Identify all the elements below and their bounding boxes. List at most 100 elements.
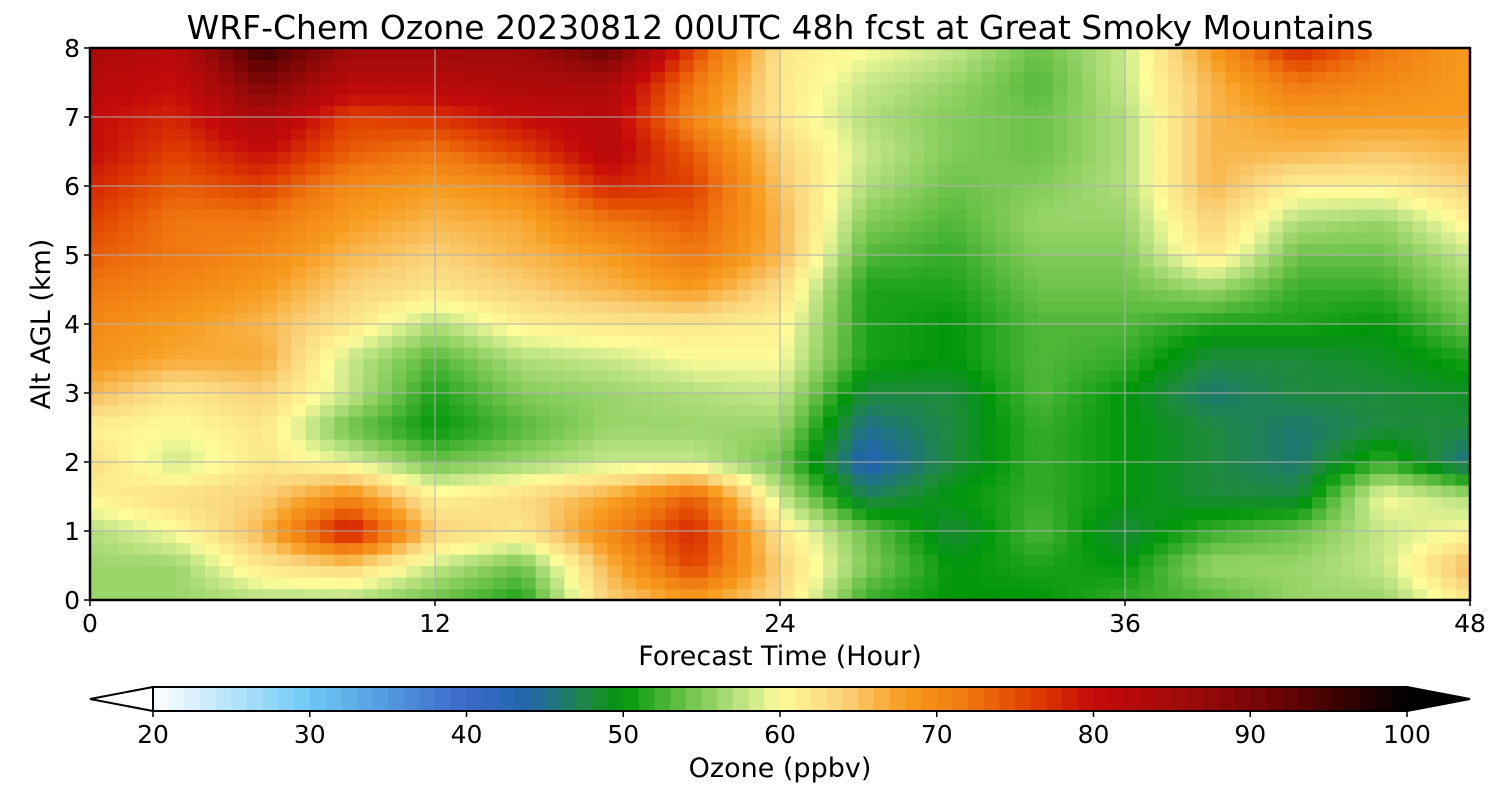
heatmap-cell [794,393,810,406]
heatmap-cell [305,496,321,509]
heatmap-cell [1369,577,1385,590]
heatmap-cell [923,462,939,475]
heatmap-cell [348,404,364,417]
heatmap-cell [1067,439,1083,452]
heatmap-cell [363,186,379,199]
heatmap-cell [521,508,537,521]
heatmap-cell [1441,82,1457,95]
heatmap-cell [981,255,997,268]
heatmap-cell [276,94,292,107]
heatmap-cell [621,140,637,153]
heatmap-cell [564,381,580,394]
heatmap-cell [1412,542,1428,555]
heatmap-cell [708,485,724,498]
heatmap-cell [1441,243,1457,256]
heatmap-cell [1010,105,1025,118]
heatmap-cell [736,519,752,532]
heatmap-cell [837,163,853,176]
heatmap-cell [1441,197,1457,210]
heatmap-cell [161,71,177,84]
heatmap-cell [233,243,249,256]
heatmap-cell [1110,163,1126,176]
heatmap-cell [909,450,925,463]
colorbar-swatch [529,687,546,711]
heatmap-cell [406,439,422,452]
heatmap-cell [291,186,307,199]
heatmap-cell [1139,519,1155,532]
heatmap-cell [506,519,522,532]
heatmap-cell [837,301,853,314]
heatmap-cell [90,542,105,555]
heatmap-cell [1326,232,1342,245]
heatmap-cell [1211,508,1227,521]
heatmap-cell [1196,439,1212,452]
heatmap-cell [1311,542,1327,555]
heatmap-cell [190,565,206,578]
heatmap-cell [1067,347,1083,360]
heatmap-cell [1268,186,1284,199]
heatmap-cell [578,462,594,475]
heatmap-cell [435,140,450,153]
colorbar-tick-label: 20 [137,720,169,749]
heatmap-cell [837,94,853,107]
heatmap-cell [104,381,120,394]
heatmap-cell [1196,588,1212,601]
heatmap-cell [708,71,724,84]
heatmap-cell [262,381,278,394]
heatmap-cell [952,554,968,567]
heatmap-cell [607,243,623,256]
heatmap-cell [823,140,839,153]
heatmap-cell [751,71,767,84]
heatmap-cell [722,163,738,176]
heatmap-cell [161,82,177,95]
heatmap-cell [895,358,910,371]
heatmap-cell [406,588,422,601]
heatmap-cell [90,588,105,601]
heatmap-cell [966,335,982,348]
heatmap-cell [722,48,738,61]
heatmap-cell [1240,174,1255,187]
heatmap-cell [262,105,278,118]
heatmap-cell [1053,140,1069,153]
heatmap-cell [895,301,910,314]
heatmap-cell [679,312,695,325]
heatmap-cell [650,370,666,383]
heatmap-cell [880,243,896,256]
heatmap-cell [435,416,450,429]
heatmap-cell [794,427,810,440]
heatmap-cell [291,462,307,475]
heatmap-cell [952,94,968,107]
heatmap-cell [1297,197,1313,210]
heatmap-cell [794,335,810,348]
heatmap-cell [147,508,163,521]
heatmap-cell [363,554,379,567]
heatmap-cell [377,393,393,406]
heatmap-cell [348,117,364,130]
heatmap-cell [1225,496,1241,509]
heatmap-cell [1268,531,1284,544]
colorbar-swatch [513,687,530,711]
heatmap-cell [1240,393,1255,406]
heatmap-cell [1096,416,1112,429]
heatmap-cell [1153,301,1169,314]
heatmap-cell [276,197,292,210]
heatmap-cell [420,427,436,440]
heatmap-cell [1283,335,1299,348]
heatmap-cell [1311,324,1327,337]
heatmap-cell [262,82,278,95]
heatmap-cell [736,278,752,291]
heatmap-cell [219,473,235,486]
heatmap-cell [363,450,379,463]
heatmap-cell [1240,255,1255,268]
heatmap-cell [104,94,120,107]
heatmap-cell [1196,174,1212,187]
heatmap-cell [1426,347,1442,360]
heatmap-cell [966,324,982,337]
heatmap-cell [363,404,379,417]
heatmap-cell [1254,301,1270,314]
heatmap-cell [118,71,134,84]
heatmap-cell [650,312,666,325]
heatmap-cell [636,174,652,187]
heatmap-cell [823,473,839,486]
heatmap-cell [1010,565,1025,578]
